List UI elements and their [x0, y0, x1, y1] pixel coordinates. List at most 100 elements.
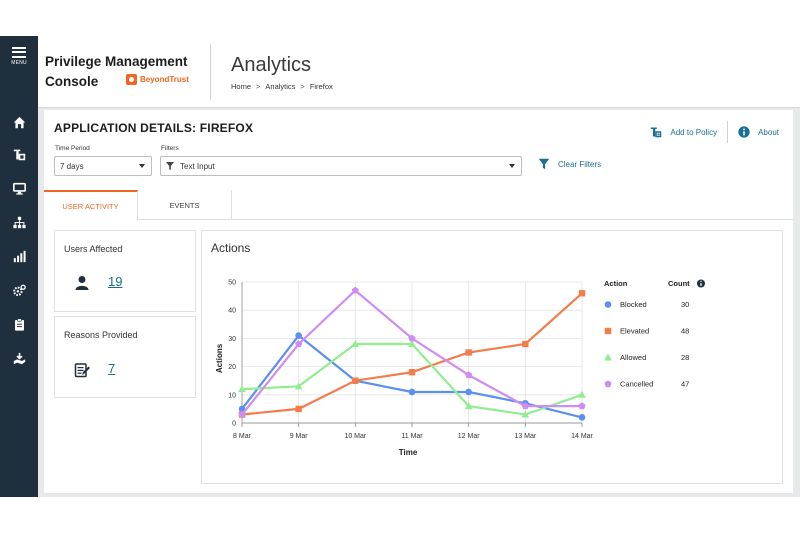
- data-point-elevated: [295, 405, 302, 413]
- y-axis-label: Actions: [215, 343, 224, 373]
- nav-settings[interactable]: [0, 278, 38, 302]
- data-point-allowed: [578, 390, 586, 398]
- header-divider: [210, 44, 211, 100]
- y-tick-label: 40: [228, 308, 236, 315]
- actions-line-chart: 0 10 20 30 40 50 8 Mar 9 Mar 10 Mar 11 Mar 12 Mar 1…: [215, 279, 705, 457]
- reasons-provided-value[interactable]: 7: [108, 361, 116, 376]
- tab-user-activity[interactable]: USER ACTIVITY: [44, 190, 138, 221]
- about-button[interactable]: About: [738, 126, 779, 138]
- x-tick-label: 10 Mar: [344, 433, 366, 440]
- home-icon: [13, 116, 25, 128]
- clear-filters-button[interactable]: Clear Filters: [538, 158, 601, 170]
- product-title-line2: Console: [45, 74, 99, 89]
- about-label: About: [758, 127, 779, 137]
- clipboard-icon: [14, 317, 24, 331]
- data-point-cancelled: [238, 410, 246, 418]
- legend-marker-elevated: [604, 327, 612, 335]
- legend-header-count: Count: [668, 279, 690, 288]
- x-tick-label: 11 Mar: [401, 433, 423, 440]
- legend-count-elevated: 48: [681, 327, 689, 336]
- nav-analytics[interactable]: [0, 244, 38, 268]
- data-point-elevated: [578, 290, 586, 297]
- data-point-allowed: [294, 382, 303, 390]
- filters-label: Filters: [161, 145, 179, 152]
- chevron-down-icon: [509, 164, 515, 168]
- x-tick-label: 14 Mar: [571, 433, 593, 440]
- clear-filters-label: Clear Filters: [558, 159, 602, 169]
- logo-text: BeyondTrust: [140, 75, 189, 84]
- legend-count-blocked: 30: [681, 300, 689, 309]
- y-tick-label: 30: [228, 336, 236, 343]
- logo-mark-icon: [126, 74, 137, 85]
- data-point-blocked: [578, 414, 586, 421]
- data-point-cancelled: [465, 371, 473, 379]
- filter-icon: [538, 158, 550, 170]
- legend-count-cancelled: 47: [681, 380, 689, 389]
- policy-icon: [13, 149, 25, 160]
- data-point-elevated: [408, 369, 416, 376]
- actions-chart-card: Actions 0 10 20 30 40 50 8 Mar 9 Mar 10 Mar 11 Ma…: [201, 230, 783, 484]
- info-icon-dot: [700, 280, 702, 282]
- menu-label: MENU: [11, 59, 27, 66]
- breadcrumb-separator: >: [256, 82, 261, 91]
- legend-marker-blocked: [604, 301, 612, 308]
- filters-input[interactable]: Text Input: [160, 156, 522, 176]
- breadcrumb-home[interactable]: Home: [231, 82, 252, 91]
- data-point-blocked: [465, 388, 472, 396]
- nav-deploy[interactable]: [0, 346, 38, 370]
- settings-icon: [12, 284, 26, 296]
- x-tick-label: 8 Mar: [233, 433, 252, 440]
- reasons-provided-card: Reasons Provided 7: [54, 316, 196, 398]
- data-point-allowed: [238, 385, 246, 393]
- data-point-allowed: [464, 402, 473, 410]
- breadcrumb: Home > Analytics > Firefox: [231, 82, 333, 91]
- nav-groups[interactable]: [0, 210, 38, 234]
- data-point-elevated: [522, 340, 529, 348]
- tab-events[interactable]: EVENTS: [138, 190, 232, 220]
- legend-count-allowed: 28: [681, 353, 689, 362]
- count-info-icon: [697, 279, 705, 288]
- legend-label-blocked: Blocked: [620, 300, 647, 309]
- x-axis-label: Time: [399, 448, 418, 457]
- x-tick-label: 12 Mar: [458, 433, 480, 440]
- legend-header-action: Action: [604, 279, 628, 288]
- time-period-select[interactable]: 7 days: [54, 156, 152, 176]
- nav-reports[interactable]: [0, 312, 38, 336]
- nav-policy[interactable]: [0, 142, 38, 166]
- beyondtrust-logo: BeyondTrust: [126, 74, 189, 85]
- breadcrumb-analytics[interactable]: Analytics: [265, 82, 296, 91]
- x-tick-label: 9 Mar: [290, 433, 309, 440]
- product-title-line1: Privilege Management: [45, 54, 188, 69]
- data-point-allowed: [408, 340, 416, 348]
- legend-marker-cancelled: [604, 380, 612, 388]
- data-point-blocked: [408, 388, 416, 396]
- y-tick-label: 0: [232, 421, 236, 428]
- nav-home[interactable]: [0, 110, 38, 134]
- time-period-value: 7 days: [60, 161, 84, 171]
- app-frame: MENU Privilege Management Consol: [0, 36, 800, 497]
- actions-divider: [727, 121, 729, 143]
- hierarchy-icon: [12, 216, 26, 228]
- data-point-blocked: [295, 332, 302, 339]
- legend-label-allowed: Allowed: [620, 353, 646, 362]
- time-period-label: Time Period: [55, 145, 90, 152]
- y-tick-label: 50: [228, 280, 236, 287]
- y-tick-label: 20: [228, 364, 236, 371]
- breadcrumb-current: Firefox: [309, 82, 333, 91]
- users-affected-value[interactable]: 19: [108, 274, 123, 289]
- sidebar-nav: MENU: [0, 36, 38, 497]
- page-header: Privilege Management Console BeyondTrust…: [38, 36, 800, 108]
- application-details-title: APPLICATION DETAILS: FIREFOX: [54, 121, 254, 135]
- panel-actions: Add to Policy About: [650, 121, 779, 143]
- menu-button[interactable]: MENU: [0, 36, 38, 76]
- data-point-blocked: [238, 405, 246, 413]
- nav-computers[interactable]: [0, 176, 38, 200]
- application-details-panel: APPLICATION DETAILS: FIREFOX Add to Poli…: [44, 110, 793, 493]
- add-to-policy-button[interactable]: Add to Policy: [650, 126, 717, 138]
- data-point-cancelled: [351, 286, 359, 294]
- filters-value: Text Input: [180, 161, 215, 171]
- data-point-elevated: [352, 377, 359, 384]
- x-tick-label: 13 Mar: [514, 433, 536, 440]
- tab-bar: USER ACTIVITY EVENTS: [44, 190, 793, 221]
- legend-label-elevated: Elevated: [620, 327, 649, 336]
